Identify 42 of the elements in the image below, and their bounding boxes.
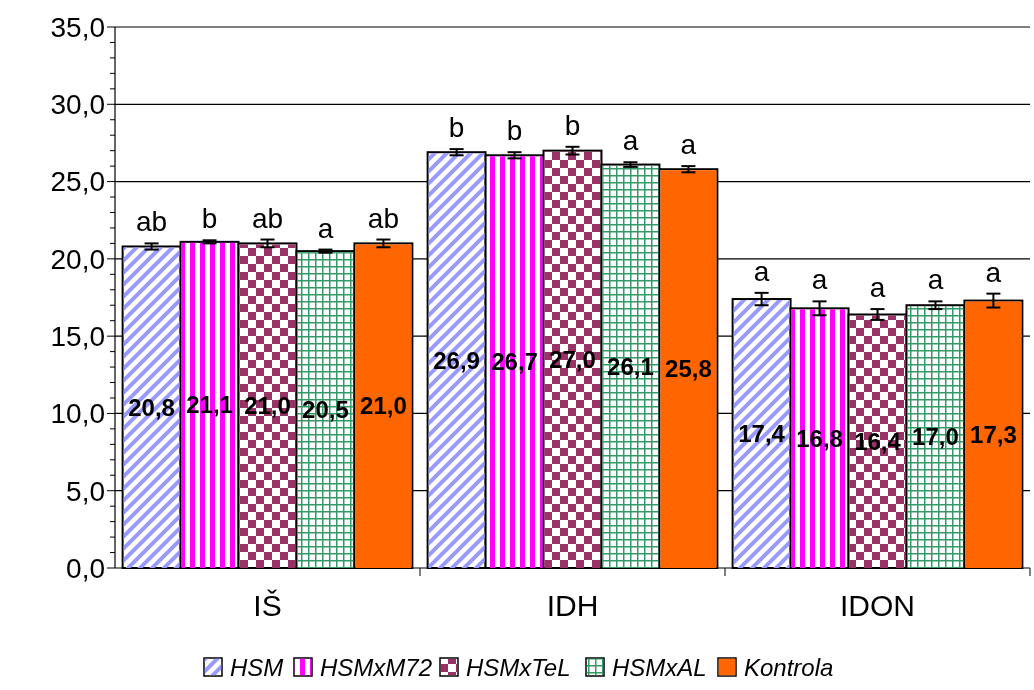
y-tick-label: 10,0 xyxy=(50,398,105,430)
data-label: 17,4 xyxy=(738,419,786,447)
data-label: 17,3 xyxy=(970,420,1017,448)
legend-label: HSM xyxy=(230,654,284,682)
data-label: 20,5 xyxy=(302,395,349,423)
annotation: a xyxy=(927,264,944,296)
y-tick-label: 5,0 xyxy=(66,475,105,507)
annotation: a xyxy=(317,212,334,244)
annotation: a xyxy=(985,256,1002,288)
data-label: 26,1 xyxy=(607,352,654,380)
y-tick-label: 20,0 xyxy=(50,243,105,275)
legend-label: HSMxAL xyxy=(612,654,707,682)
legend-label: HSMxTeL xyxy=(466,654,571,682)
x-tick-label: IŠ xyxy=(253,589,282,622)
data-label: 17,0 xyxy=(912,423,959,451)
x-tick-label: IDON xyxy=(840,589,915,622)
legend-label: HSMxM72 xyxy=(320,654,433,682)
data-label: 20,8 xyxy=(128,393,175,421)
y-tick-label: 30,0 xyxy=(50,89,105,121)
annotation: b xyxy=(448,112,465,144)
annotation: b xyxy=(201,203,218,235)
annotation: b xyxy=(564,109,581,141)
x-tick-label: IDH xyxy=(546,589,599,622)
y-tick-label: 25,0 xyxy=(50,166,105,198)
annotation: b xyxy=(506,115,523,147)
annotation: a xyxy=(753,255,770,287)
data-label: 25,8 xyxy=(665,355,712,382)
data-label: 27,0 xyxy=(549,345,596,373)
y-tick-label: 15,0 xyxy=(50,320,105,352)
data-label: 21,1 xyxy=(186,391,233,419)
annotation: ab xyxy=(251,202,284,234)
legend-label: Kontrola xyxy=(744,654,834,682)
y-tick-label: 0,0 xyxy=(66,552,105,584)
annotation: ab xyxy=(367,202,399,234)
data-label: 26,9 xyxy=(433,346,480,374)
annotation: ab xyxy=(136,206,168,238)
annotation: a xyxy=(811,264,828,296)
annotation: a xyxy=(622,125,639,157)
annotation: a xyxy=(869,272,886,304)
y-tick-label: 35,0 xyxy=(50,11,105,43)
data-label: 21,0 xyxy=(360,392,407,420)
annotation: a xyxy=(680,129,697,161)
